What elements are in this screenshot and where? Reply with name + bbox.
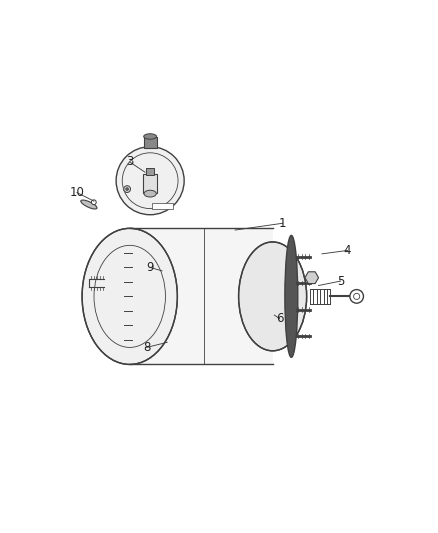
Text: 8: 8 <box>143 341 150 354</box>
FancyBboxPatch shape <box>152 203 173 208</box>
Ellipse shape <box>144 190 156 197</box>
Text: 9: 9 <box>146 261 154 274</box>
FancyBboxPatch shape <box>130 228 272 365</box>
Text: 6: 6 <box>275 312 283 325</box>
Text: 10: 10 <box>69 186 84 199</box>
Text: 3: 3 <box>126 156 133 168</box>
Circle shape <box>91 200 96 205</box>
FancyBboxPatch shape <box>146 168 154 175</box>
Circle shape <box>116 147 184 215</box>
Circle shape <box>124 185 130 192</box>
Text: 4: 4 <box>343 244 350 257</box>
Text: 5: 5 <box>336 274 343 288</box>
Ellipse shape <box>284 236 297 357</box>
Ellipse shape <box>82 228 177 365</box>
Circle shape <box>125 188 128 190</box>
FancyBboxPatch shape <box>143 174 157 192</box>
FancyBboxPatch shape <box>143 138 156 148</box>
Ellipse shape <box>143 134 156 139</box>
Text: 1: 1 <box>279 217 286 230</box>
Ellipse shape <box>81 200 97 209</box>
Ellipse shape <box>238 242 306 351</box>
